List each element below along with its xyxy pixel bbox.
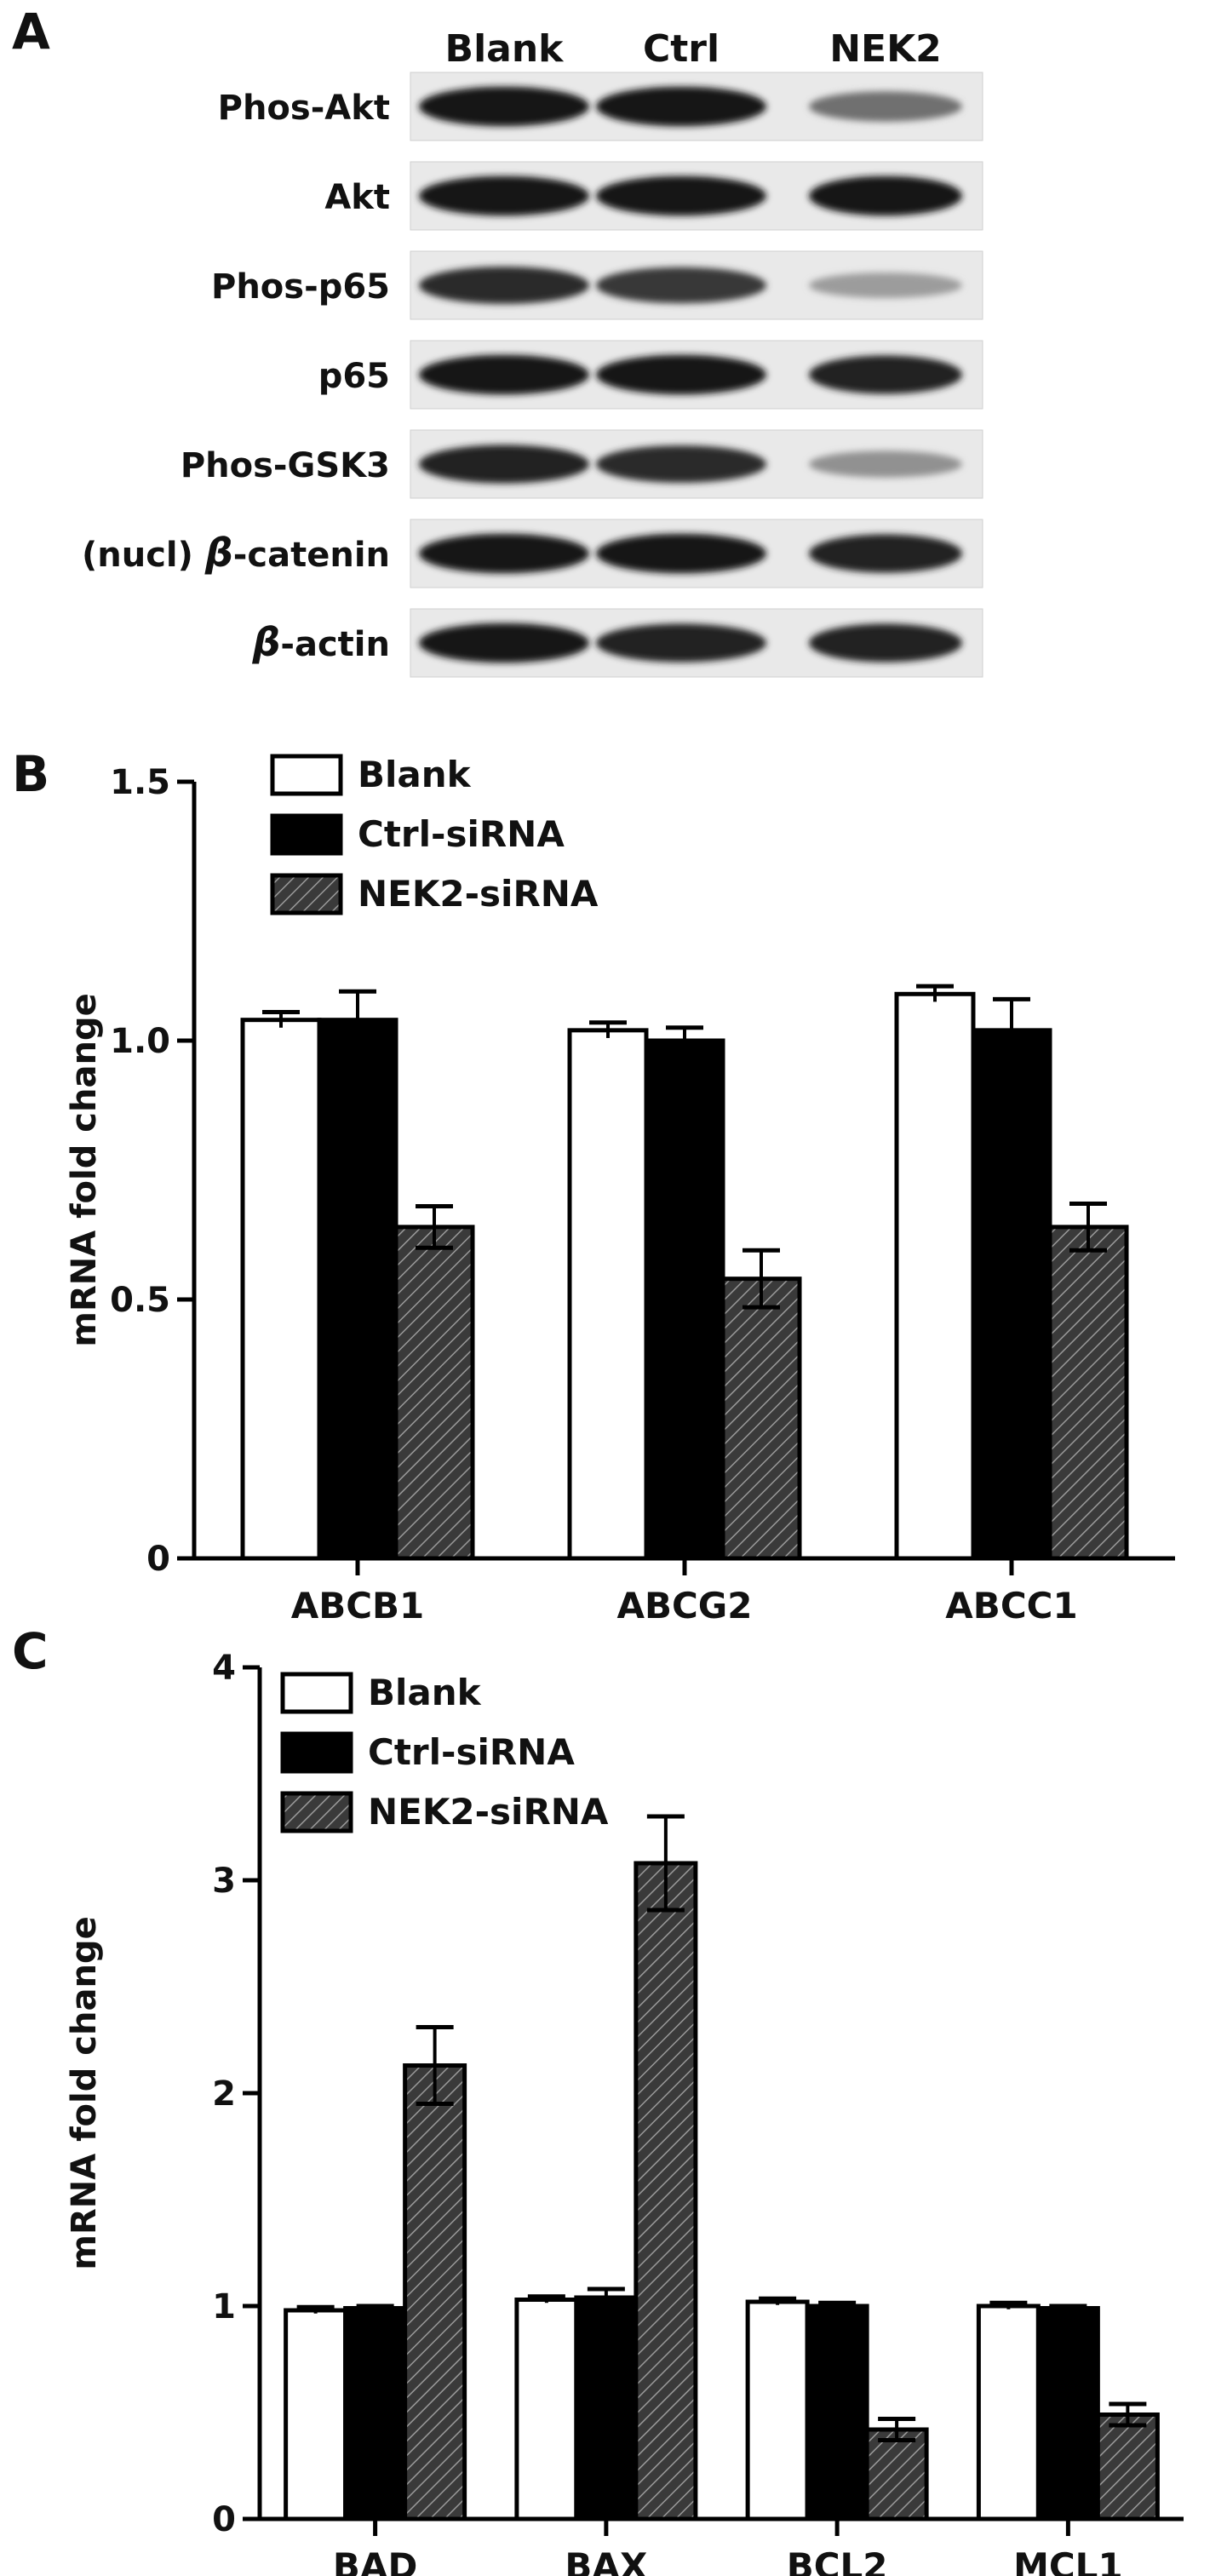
legend-swatch [280,1791,353,1833]
bar [805,2303,869,2521]
blot-row-label: Akt [324,178,390,217]
western-blot: Blank Ctrl NEK2 Phos-Akt Akt Phos-p65 p65 Phos-… [82,27,983,678]
blot-row-label: p65 [318,357,390,396]
bar [240,1018,322,1561]
blot-band [596,354,766,395]
blot-band [596,533,766,574]
y-tick-label: 1.5 [110,763,170,802]
blot-band [419,533,589,574]
legend-label: Blank [368,1672,482,1713]
blot-band [596,445,766,483]
bar [720,1277,802,1561]
blot-band [809,623,962,663]
x-tick-label: BCL2 [787,2545,888,2576]
blot-band [809,91,962,122]
legend-label: NEK2-siRNA [358,873,599,915]
x-tick-label: ABCC1 [945,1585,1077,1626]
bar [644,1038,725,1561]
blot-band [809,175,962,216]
lane-label-2: NEK2 [829,27,942,71]
bar [284,2308,348,2521]
blot-band [419,354,589,395]
legend-swatch [270,813,343,856]
chart-c: 0 1 2 3 4 BAD BAX BCL2 MCL1 mRNA fold change Blank… [65,1649,1184,2576]
y-tick-label: 0 [212,2500,236,2539]
bar [393,1225,475,1561]
y-axis-label: mRNA fold change [65,1916,104,2269]
bar [514,2298,579,2521]
legend-swatch [270,873,343,915]
blot-band [419,86,589,127]
blot-band [809,450,962,478]
blot-row-label: (nucl) β-catenin [82,530,390,576]
legend-swatch [280,1731,353,1774]
blot-row-label: β-actin [251,619,390,665]
legend-label: NEK2-siRNA [368,1791,609,1833]
bar [971,1028,1052,1561]
bar [317,1018,398,1561]
bar [745,2299,810,2521]
chart-b: 0 0.5 1.0 1.5 ABCB1 ABCG2 ABCC1 mRNA fold chang… [65,754,1175,1626]
blot-band [419,175,589,216]
y-tick-label: 4 [212,1649,236,1688]
lane-label-0: Blank [445,27,565,71]
blot-band [809,355,962,394]
bar [1095,2412,1160,2521]
legend-label: Ctrl-siRNA [368,1731,575,1773]
x-tick-label: BAX [565,2545,647,2576]
bar [574,2295,639,2521]
blot-row-label: Phos-GSK3 [181,446,390,485]
x-tick-label: BAD [333,2545,417,2576]
x-tick-label: MCL1 [1013,2545,1123,2576]
bar [894,991,976,1561]
bar [567,1028,649,1561]
x-tick-label: ABCG2 [616,1585,752,1626]
y-axis-label: mRNA fold change [65,993,104,1346]
y-tick-label: 0 [146,1540,170,1579]
y-tick-label: 1 [212,2287,236,2326]
blot-band [419,267,589,304]
lane-label-1: Ctrl [643,27,720,71]
y-tick-label: 0.5 [110,1281,170,1320]
bar [1047,1225,1129,1561]
blot-band [809,534,962,573]
panel-b-letter: B [12,745,50,803]
panel-c-letter: C [12,1622,49,1680]
blot-band [596,623,766,663]
legend-swatch [280,1672,353,1714]
bar [343,2306,408,2521]
legend-label: Ctrl-siRNA [358,813,565,855]
legend-label: Blank [358,754,472,795]
x-tick-label: ABCB1 [291,1585,425,1626]
blot-band [596,86,766,127]
legend-swatch [270,754,343,796]
blot-row-label: Phos-Akt [218,89,390,128]
blot-band [419,445,589,484]
bar [1035,2306,1100,2521]
bar [634,1861,698,2521]
blot-band [809,273,962,298]
bar [864,2427,929,2521]
blot-row-label: Phos-p65 [211,267,390,307]
y-tick-label: 2 [212,2074,236,2114]
panel-a-letter: A [12,3,50,60]
blot-band [596,267,766,304]
bar [403,2063,467,2521]
bar [976,2303,1041,2521]
y-tick-label: 3 [212,1862,236,1901]
y-tick-label: 1.0 [110,1022,170,1061]
blot-band [596,175,766,216]
blot-band [419,622,589,663]
